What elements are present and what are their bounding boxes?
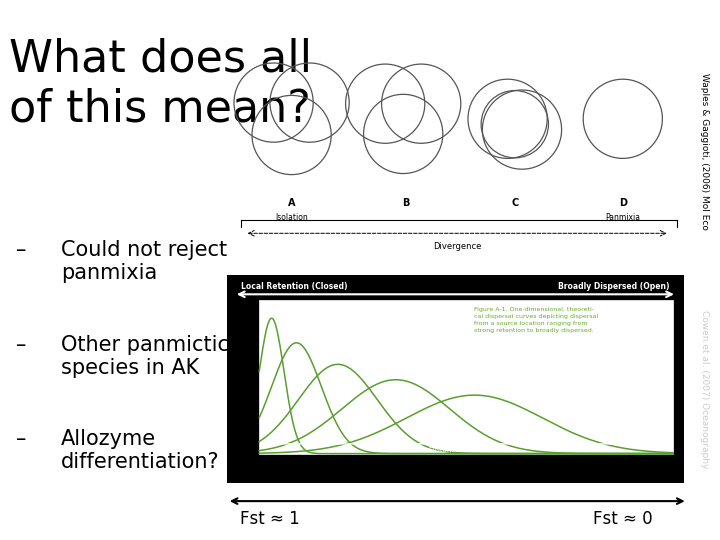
Text: Allozyme
differentiation?: Allozyme differentiation? [61, 429, 220, 472]
Text: C: C [511, 198, 518, 207]
Bar [227, 16, 684, 267]
Text: B: B [402, 198, 409, 207]
Text: Figure A-1. One-dimensional, theoreti-
cal dispersal curves depicting dispersal
: Figure A-1. One-dimensional, theoreti- c… [474, 307, 599, 333]
Text: What does all
of this mean?: What does all of this mean? [9, 38, 312, 131]
Text: Other panmictic
species in AK: Other panmictic species in AK [61, 335, 229, 378]
Text: Broadly Dispersed (Open): Broadly Dispersed (Open) [558, 281, 670, 291]
Text: Could not reject
panmixia: Could not reject panmixia [61, 240, 228, 284]
Text: Population Connectivity: Population Connectivity [381, 311, 530, 321]
Text: Panmixia: Panmixia [606, 213, 640, 222]
Text: Local Retention (Closed): Local Retention (Closed) [241, 281, 348, 291]
Text: Distance from Source: Distance from Source [428, 447, 504, 453]
Text: –: – [16, 335, 26, 355]
Text: A: A [288, 198, 295, 207]
Text: Fst ≈ 0: Fst ≈ 0 [593, 510, 652, 528]
Text: –: – [16, 429, 26, 449]
Bar [227, 275, 684, 483]
Text: D: D [618, 198, 627, 207]
Bar [259, 300, 673, 454]
Text: Isolation: Isolation [275, 213, 308, 222]
Text: Fst ≈ 1: Fst ≈ 1 [240, 510, 300, 528]
Text: –: – [16, 240, 26, 260]
Text: Divergence: Divergence [433, 242, 482, 251]
Text: Cowen et al. (2007) Oceanography: Cowen et al. (2007) Oceanography [700, 309, 708, 468]
Text: Waples & Gaggioti, (2006) Mol Eco: Waples & Gaggioti, (2006) Mol Eco [700, 73, 708, 230]
